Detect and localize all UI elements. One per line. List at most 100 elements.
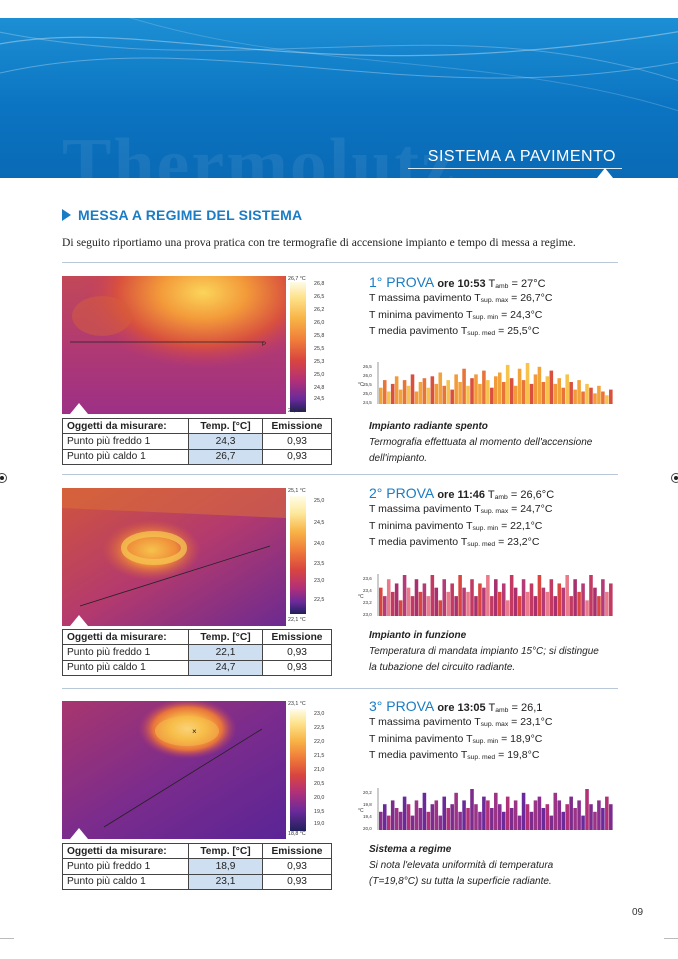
profile-bar bbox=[581, 391, 585, 404]
profile-bar bbox=[537, 366, 542, 404]
profile-axis-label: 23,0 bbox=[363, 612, 372, 617]
test-title: 3° PROVA ore 13:05 Tamb = 26,1 bbox=[369, 698, 543, 714]
profile-bar bbox=[505, 796, 510, 830]
intro-paragraph: Di seguito riportiamo una prova pratica … bbox=[62, 236, 576, 249]
brand-watermark: Thermolutz bbox=[62, 124, 457, 178]
profile-axis-label: 26,0 bbox=[363, 373, 372, 378]
registration-mark-icon bbox=[0, 473, 7, 483]
profile-bar bbox=[537, 575, 542, 616]
profile-bar bbox=[406, 385, 411, 404]
profile-bar bbox=[446, 808, 450, 830]
thermogram-2 bbox=[62, 488, 286, 626]
profile-bar bbox=[410, 374, 415, 404]
profile-bar bbox=[525, 591, 530, 616]
profile-bar bbox=[454, 596, 458, 616]
profile-bar bbox=[497, 591, 502, 616]
profile-bar bbox=[422, 378, 427, 404]
profile-bar bbox=[426, 387, 431, 404]
color-scale-2: 25,1 °C 25,0 24,5 24,0 23,5 23,0 22,5 22… bbox=[288, 488, 334, 626]
profile-bar bbox=[597, 385, 601, 404]
profile-bar bbox=[382, 596, 387, 616]
test-title: 1° PROVA ore 10:53 Tamb = 27°C bbox=[369, 274, 546, 290]
profile-bar bbox=[458, 575, 462, 616]
profile-bar bbox=[390, 383, 395, 404]
profile-bar bbox=[414, 579, 419, 616]
crop-mark bbox=[664, 938, 678, 939]
profile-axis-label: 23,4 bbox=[363, 588, 372, 593]
temp-line: T minima pavimento Tsup. min = 24,3°C bbox=[369, 308, 543, 321]
profile-bar bbox=[486, 800, 490, 830]
profile-bar bbox=[545, 376, 550, 404]
scale-min-label: 18,8 °C bbox=[288, 831, 306, 837]
profile-bar bbox=[525, 804, 530, 830]
scale-tick-label: 24,5 bbox=[314, 520, 325, 526]
scale-tick-label: 23,5 bbox=[314, 561, 325, 567]
profile-bar bbox=[605, 395, 609, 404]
profile-bar bbox=[541, 382, 546, 404]
scale-tick-label: 19,5 bbox=[314, 809, 325, 815]
image-notch bbox=[70, 403, 88, 414]
profile-bar bbox=[426, 811, 431, 830]
profile-bar bbox=[601, 579, 605, 616]
profile-bar bbox=[529, 811, 534, 830]
temperature-profile-2: °C 23,6 23,4 23,2 23,0 bbox=[358, 574, 613, 617]
profile-bar bbox=[379, 811, 383, 830]
page-number: 09 bbox=[632, 907, 644, 918]
profile-bar bbox=[541, 587, 546, 616]
profile-bar bbox=[593, 811, 597, 830]
thermogram-3: × bbox=[62, 701, 286, 839]
profile-bar bbox=[454, 374, 458, 404]
scale-tick-label: 20,0 bbox=[314, 795, 325, 801]
profile-bar bbox=[533, 800, 538, 830]
profile-bar bbox=[418, 591, 423, 616]
profile-bar bbox=[390, 800, 395, 830]
measurement-table-2: Oggetti da misurare: Temp. [°C] Emission… bbox=[62, 628, 332, 677]
scale-tick-label: 21,0 bbox=[314, 767, 325, 773]
profile-bar bbox=[386, 391, 391, 404]
profile-bar bbox=[438, 815, 443, 830]
section-title: SISTEMA A PAVIMENTO bbox=[427, 148, 616, 165]
scale-tick-label: 22,5 bbox=[314, 725, 325, 731]
profile-bar bbox=[509, 808, 514, 830]
column-header: Temp. [°C] bbox=[188, 842, 263, 860]
scale-bar bbox=[290, 496, 306, 614]
profile-bar bbox=[434, 800, 439, 830]
profile-bar bbox=[478, 383, 482, 404]
divider bbox=[62, 688, 618, 689]
scale-tick-label: 25,3 bbox=[314, 359, 325, 365]
scale-tick-label: 24,8 bbox=[314, 385, 325, 391]
temp-line: T massima pavimento Tsup. max = 23,1°C bbox=[369, 716, 553, 728]
scale-max-label: 25,1 °C bbox=[288, 488, 306, 494]
scale-tick-label: 26,5 bbox=[314, 294, 325, 300]
profile-bar bbox=[490, 596, 494, 616]
profile-bar bbox=[434, 383, 439, 404]
profile-bar bbox=[565, 804, 569, 830]
scale-tick-label: 23,0 bbox=[314, 711, 325, 717]
profile-bar bbox=[430, 376, 435, 404]
profile-bar bbox=[382, 380, 387, 404]
profile-bar bbox=[553, 792, 558, 830]
profile-bar bbox=[394, 376, 399, 404]
profile-bar bbox=[557, 378, 562, 404]
profile-bar bbox=[513, 800, 518, 830]
profile-bar bbox=[466, 591, 470, 616]
crop-mark bbox=[0, 938, 14, 939]
registration-mark-icon bbox=[671, 473, 678, 483]
profile-bar bbox=[442, 796, 447, 830]
profile-bar bbox=[458, 811, 462, 830]
profile-bar bbox=[593, 587, 597, 616]
scale-bar bbox=[290, 282, 306, 412]
column-header: Temp. [°C] bbox=[188, 628, 263, 646]
profile-bar bbox=[406, 587, 411, 616]
column-header: Emissione bbox=[262, 842, 332, 860]
profile-bar bbox=[501, 811, 506, 830]
profile-bar bbox=[605, 591, 609, 616]
profile-bar bbox=[494, 376, 498, 404]
profile-bar bbox=[573, 579, 577, 616]
scale-tick-label: 22,0 bbox=[314, 739, 325, 745]
scale-tick-label: 26,8 bbox=[314, 281, 325, 287]
temperature-profile-3: °C 20,2 19,8 19,4 20,0 bbox=[358, 788, 613, 831]
profile-bar bbox=[517, 596, 522, 616]
profile-bar bbox=[545, 804, 550, 830]
profile-bar bbox=[470, 579, 474, 616]
